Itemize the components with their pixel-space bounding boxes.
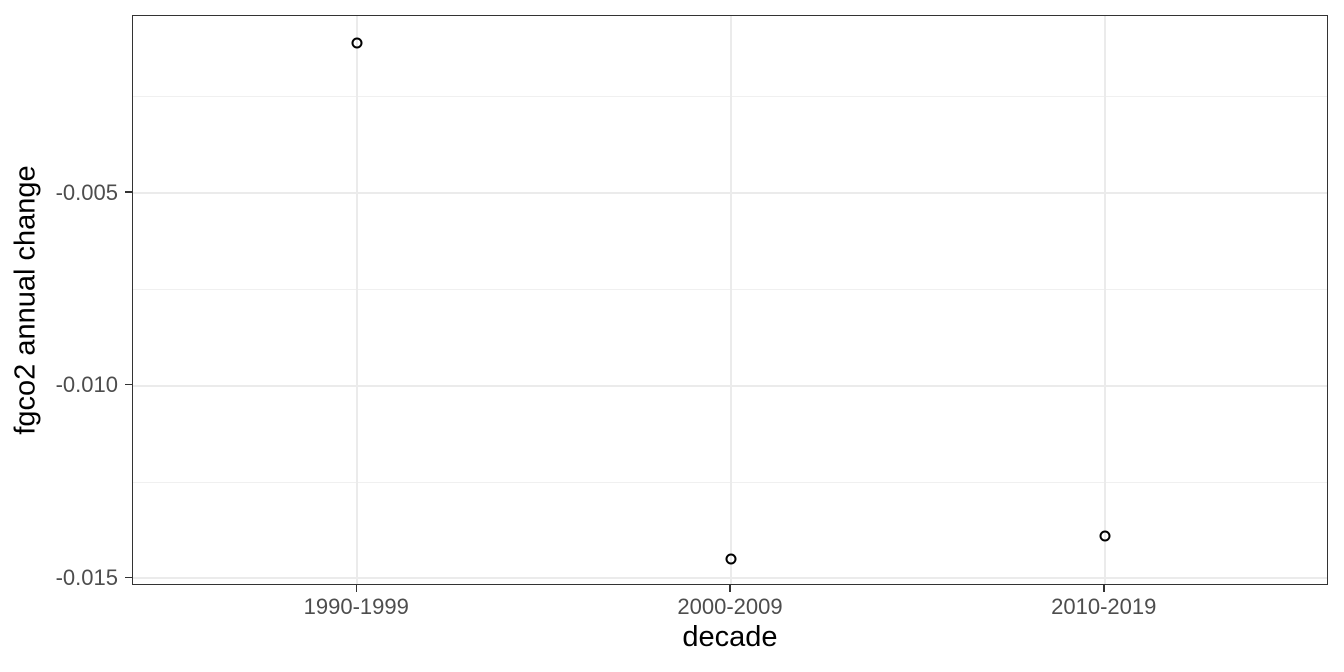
x-major-gridline (356, 16, 359, 584)
x-tick-mark (729, 585, 731, 592)
y-tick-label: -0.005 (55, 179, 118, 205)
x-tick-mark (355, 585, 357, 592)
x-tick-label: 2010-2019 (1051, 594, 1157, 619)
y-tick-mark (125, 383, 132, 386)
y-tick-mark (125, 576, 132, 579)
data-point (1099, 530, 1111, 542)
y-tick-label: -0.010 (55, 372, 118, 398)
y-tick-label: -0.015 (55, 564, 118, 590)
x-tick-mark (1103, 585, 1105, 592)
x-major-gridline (1103, 16, 1106, 584)
x-tick-label: 2000-2009 (677, 594, 783, 619)
data-point (725, 553, 737, 565)
x-major-gridline (730, 16, 732, 584)
y-tick-mark (125, 191, 132, 193)
x-tick-label: 1990-1999 (303, 594, 409, 619)
plot-panel (132, 15, 1328, 585)
x-axis-title: decade (682, 621, 778, 653)
data-point (351, 37, 363, 49)
